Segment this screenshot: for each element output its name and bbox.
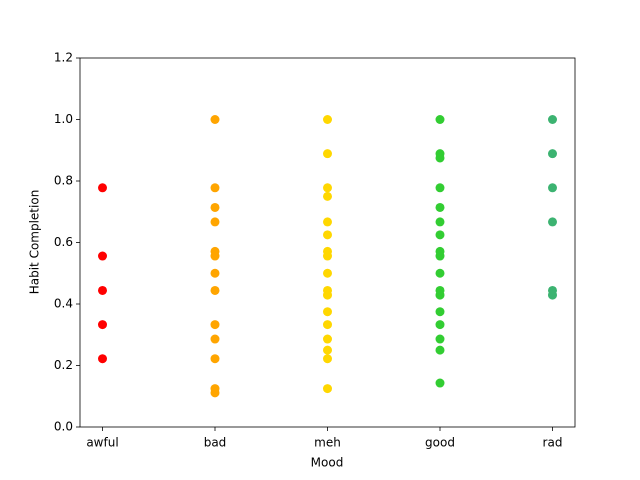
y-tick-label: 1.2 xyxy=(54,51,73,65)
point xyxy=(323,149,332,159)
point xyxy=(323,191,332,201)
point xyxy=(98,183,107,193)
plot-frame xyxy=(79,57,576,428)
point xyxy=(210,217,220,227)
point xyxy=(435,307,445,317)
point xyxy=(323,217,332,227)
point xyxy=(323,290,332,300)
point xyxy=(210,334,220,344)
point xyxy=(98,251,107,261)
y-tick-label: 0.0 xyxy=(54,420,73,434)
point xyxy=(98,354,107,364)
point xyxy=(210,285,220,295)
point xyxy=(323,345,332,355)
point xyxy=(210,268,220,278)
point xyxy=(323,183,332,193)
point xyxy=(435,345,445,355)
x-tick-label: rad xyxy=(543,436,563,450)
x-axis-label: Mood xyxy=(311,456,344,470)
point xyxy=(323,307,332,317)
point xyxy=(435,115,445,124)
point xyxy=(435,378,445,388)
point xyxy=(323,320,332,330)
y-axis-label: Habit Completion xyxy=(28,190,42,295)
y-tick-label: 0.8 xyxy=(54,174,73,188)
point xyxy=(323,251,332,261)
point xyxy=(323,334,332,344)
point xyxy=(210,202,220,212)
point xyxy=(210,251,220,261)
point xyxy=(210,354,220,364)
y-tick-label: 0.6 xyxy=(54,235,73,249)
y-tick-label: 0.2 xyxy=(54,358,73,372)
point xyxy=(323,268,332,278)
point xyxy=(435,230,445,240)
y-tick-label: 1.0 xyxy=(54,112,73,126)
x-tick-label: bad xyxy=(204,436,227,450)
point xyxy=(210,115,220,124)
point xyxy=(98,285,107,295)
point xyxy=(548,290,557,300)
point xyxy=(210,388,220,398)
x-tick-label: awful xyxy=(86,436,118,450)
point xyxy=(323,354,332,364)
point xyxy=(548,115,557,124)
point xyxy=(548,217,557,227)
point xyxy=(210,320,220,330)
point xyxy=(435,251,445,261)
point xyxy=(323,115,332,124)
x-tick-label: meh xyxy=(314,436,341,450)
point xyxy=(210,183,220,193)
point xyxy=(435,217,445,227)
point xyxy=(548,149,557,159)
point xyxy=(435,334,445,344)
y-tick-label: 0.4 xyxy=(54,297,73,311)
point xyxy=(435,202,445,212)
point xyxy=(435,290,445,300)
point xyxy=(435,320,445,330)
point xyxy=(435,153,445,163)
point xyxy=(323,384,332,394)
point xyxy=(435,183,445,193)
point xyxy=(323,230,332,240)
point xyxy=(435,268,445,278)
x-tick-label: good xyxy=(425,436,455,450)
point xyxy=(548,183,557,193)
point xyxy=(98,320,107,330)
